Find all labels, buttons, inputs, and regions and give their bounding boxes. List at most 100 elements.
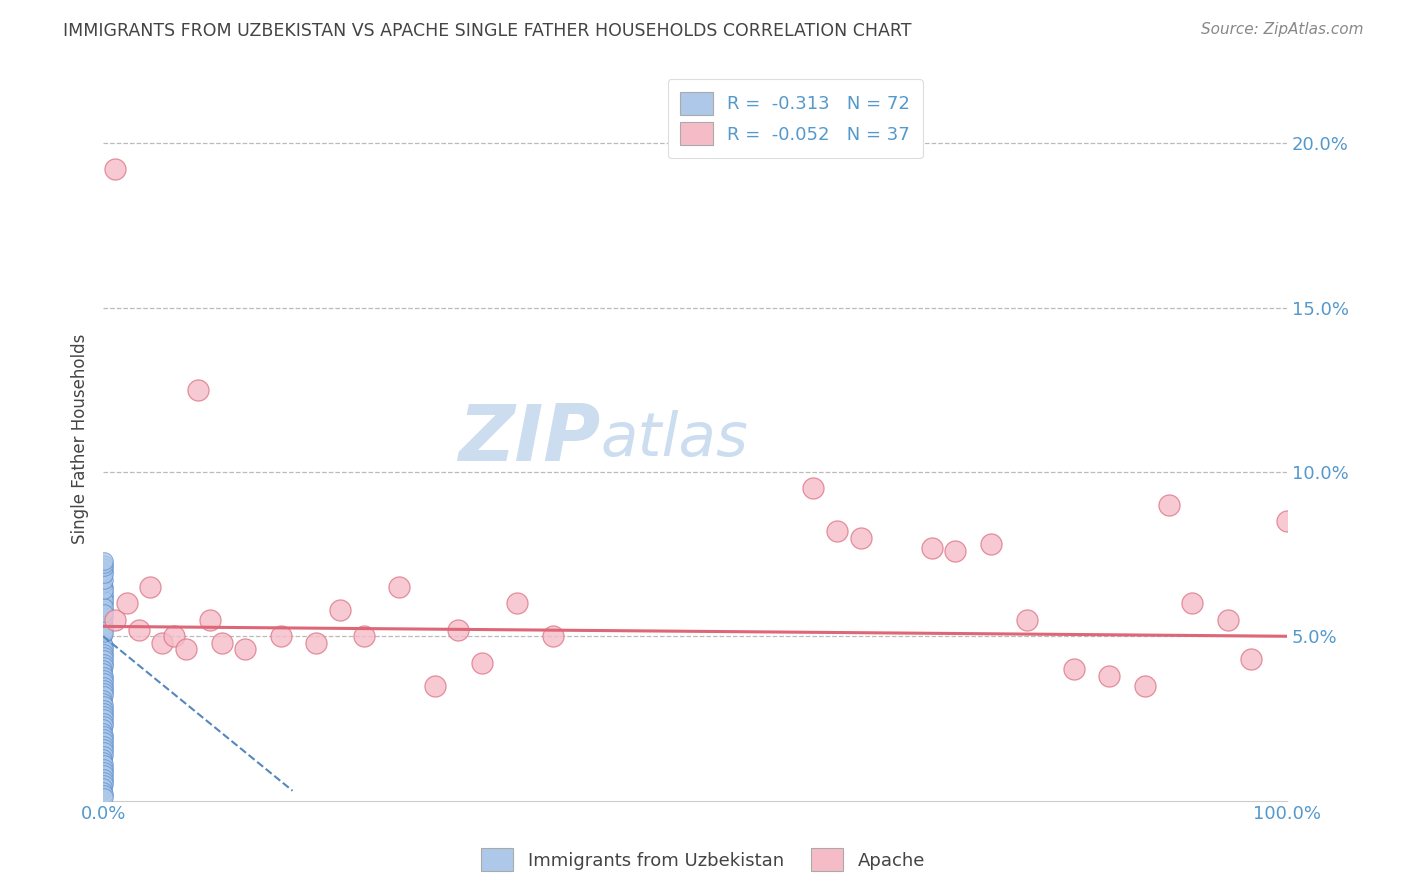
Point xyxy=(93,701,115,715)
Point xyxy=(93,780,115,795)
Point xyxy=(93,603,115,617)
Point xyxy=(93,718,115,732)
Point xyxy=(1063,662,1085,676)
Point xyxy=(93,681,115,696)
Point xyxy=(1133,679,1156,693)
Point xyxy=(93,554,115,568)
Point xyxy=(104,613,127,627)
Y-axis label: Single Father Households: Single Father Households xyxy=(72,334,89,544)
Point xyxy=(93,728,115,742)
Point xyxy=(139,580,162,594)
Text: ZIP: ZIP xyxy=(458,401,600,477)
Point xyxy=(921,541,943,555)
Point xyxy=(93,773,115,788)
Point xyxy=(93,613,115,627)
Point xyxy=(93,560,115,574)
Point xyxy=(93,738,115,752)
Point xyxy=(93,783,115,797)
Point xyxy=(1240,652,1263,666)
Point xyxy=(93,616,115,631)
Point xyxy=(93,734,115,748)
Point xyxy=(93,675,115,690)
Point xyxy=(93,586,115,600)
Point xyxy=(471,656,494,670)
Point xyxy=(150,636,173,650)
Point xyxy=(93,691,115,706)
Point xyxy=(93,658,115,673)
Point xyxy=(93,609,115,624)
Point xyxy=(93,626,115,640)
Point xyxy=(353,629,375,643)
Point xyxy=(93,757,115,772)
Point xyxy=(270,629,292,643)
Point xyxy=(93,689,115,703)
Point xyxy=(506,596,529,610)
Point xyxy=(93,708,115,723)
Point xyxy=(1275,514,1298,528)
Point xyxy=(93,669,115,683)
Point xyxy=(803,481,825,495)
Text: Source: ZipAtlas.com: Source: ZipAtlas.com xyxy=(1201,22,1364,37)
Point xyxy=(93,648,115,663)
Point xyxy=(93,580,115,594)
Point xyxy=(388,580,411,594)
Point xyxy=(93,714,115,729)
Point xyxy=(93,777,115,791)
Point xyxy=(93,656,115,670)
Point xyxy=(93,724,115,739)
Point xyxy=(93,576,115,591)
Point xyxy=(93,685,115,699)
Point xyxy=(93,642,115,657)
Point xyxy=(945,543,967,558)
Point xyxy=(980,537,1002,551)
Point xyxy=(93,599,115,614)
Point xyxy=(93,574,115,588)
Point xyxy=(93,767,115,781)
Point xyxy=(93,764,115,778)
Point xyxy=(1157,498,1180,512)
Point xyxy=(541,629,564,643)
Text: atlas: atlas xyxy=(600,409,748,468)
Point xyxy=(93,698,115,713)
Point xyxy=(93,761,115,775)
Point xyxy=(93,629,115,643)
Legend: R =  -0.313   N = 72, R =  -0.052   N = 37: R = -0.313 N = 72, R = -0.052 N = 37 xyxy=(668,79,922,158)
Point xyxy=(128,623,150,637)
Point xyxy=(93,590,115,604)
Point xyxy=(187,383,209,397)
Point xyxy=(115,596,138,610)
Point xyxy=(329,603,352,617)
Text: IMMIGRANTS FROM UZBEKISTAN VS APACHE SINGLE FATHER HOUSEHOLDS CORRELATION CHART: IMMIGRANTS FROM UZBEKISTAN VS APACHE SIN… xyxy=(63,22,911,40)
Point xyxy=(1216,613,1239,627)
Point xyxy=(104,162,127,177)
Point xyxy=(1015,613,1038,627)
Point xyxy=(93,619,115,633)
Point xyxy=(93,570,115,584)
Point xyxy=(93,705,115,719)
Point xyxy=(1098,669,1121,683)
Point xyxy=(93,623,115,637)
Point xyxy=(93,639,115,653)
Point xyxy=(93,593,115,607)
Point xyxy=(93,679,115,693)
Point xyxy=(198,613,221,627)
Point xyxy=(93,790,115,805)
Point xyxy=(93,747,115,762)
Point xyxy=(93,646,115,660)
Point xyxy=(93,754,115,768)
Point xyxy=(174,642,197,657)
Point xyxy=(93,596,115,610)
Point xyxy=(825,524,848,538)
Point xyxy=(93,652,115,666)
Point xyxy=(93,787,115,801)
Point xyxy=(305,636,328,650)
Point xyxy=(447,623,470,637)
Point xyxy=(93,566,115,581)
Point xyxy=(93,711,115,725)
Point xyxy=(93,557,115,571)
Point xyxy=(93,564,115,578)
Point xyxy=(93,606,115,620)
Point xyxy=(1181,596,1204,610)
Point xyxy=(93,731,115,746)
Point xyxy=(93,744,115,758)
